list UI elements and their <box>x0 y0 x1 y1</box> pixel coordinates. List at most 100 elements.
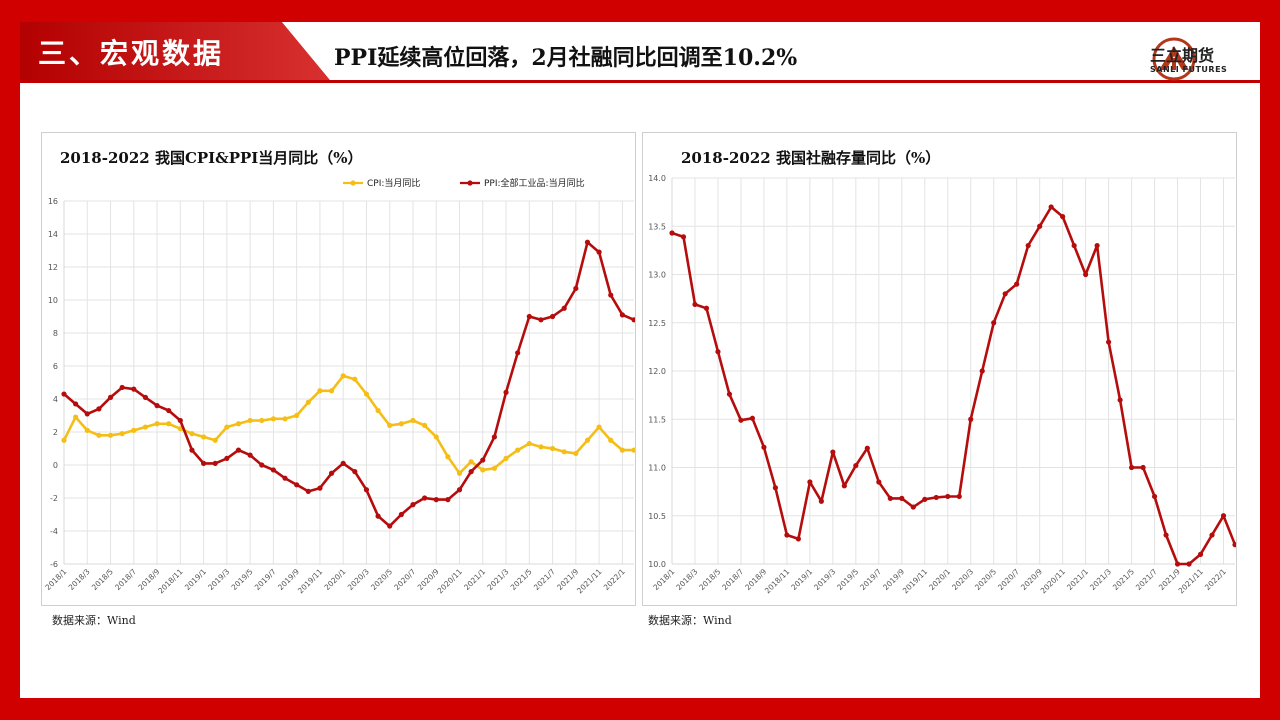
data-point <box>631 317 635 323</box>
data-point <box>166 421 172 427</box>
data-point <box>200 434 207 440</box>
data-point <box>596 424 602 430</box>
data-point <box>468 459 474 465</box>
header-divider <box>330 80 1260 83</box>
data-point <box>119 384 125 391</box>
data-point <box>491 434 498 440</box>
data-point <box>142 394 149 400</box>
data-point <box>1163 532 1169 538</box>
data-point <box>398 511 404 518</box>
x-tick-label: 2018/7 <box>720 567 745 592</box>
y-tick-label: 11.0 <box>648 464 666 473</box>
cpi-ppi-chart: -6-4-202468101214162018/12018/32018/5201… <box>43 177 635 596</box>
data-point <box>515 447 521 453</box>
data-point <box>375 407 381 414</box>
data-point <box>422 422 428 428</box>
data-point <box>573 285 579 292</box>
data-point <box>669 230 675 236</box>
data-point <box>1071 242 1077 249</box>
legend-label: CPI:当月同比 <box>367 177 420 189</box>
y-tick-label: 12 <box>48 263 58 272</box>
x-tick-label: 2019/11 <box>901 567 930 596</box>
data-point <box>212 460 218 466</box>
data-point <box>410 417 416 424</box>
x-tick-label: 2020/11 <box>1039 567 1068 596</box>
y-tick-label: 13.0 <box>648 271 666 280</box>
x-tick-label: 2019/11 <box>296 567 325 596</box>
data-point <box>456 487 463 493</box>
data-point <box>631 447 635 453</box>
data-point <box>1117 397 1123 403</box>
data-point <box>726 391 733 397</box>
data-point <box>968 416 974 422</box>
x-tick-label: 2018/11 <box>156 567 185 596</box>
data-point <box>1060 214 1066 220</box>
data-point <box>1220 513 1227 519</box>
series-line-1 <box>62 374 634 475</box>
data-point <box>561 449 567 455</box>
data-point <box>680 234 687 240</box>
data-point <box>761 444 767 450</box>
data-point <box>1014 281 1020 287</box>
data-point <box>422 495 428 501</box>
data-point <box>305 488 311 494</box>
data-point <box>538 444 544 450</box>
y-tick-label: 4 <box>53 395 58 404</box>
x-tick-label: 2021/11 <box>575 567 604 596</box>
x-tick-label: 2018/11 <box>763 567 792 596</box>
data-point <box>549 313 556 320</box>
data-point <box>294 482 300 488</box>
data-point <box>1094 242 1100 249</box>
data-point <box>96 406 102 412</box>
x-tick-label: 2019/3 <box>206 567 231 592</box>
y-tick-label: 12.0 <box>648 367 666 376</box>
data-point <box>899 495 905 501</box>
data-point <box>841 483 847 489</box>
data-point <box>119 431 125 437</box>
data-point <box>398 421 404 427</box>
x-tick-label: 2020/5 <box>973 567 998 592</box>
data-point <box>154 421 160 427</box>
data-point <box>526 440 532 447</box>
y-tick-label: 10.5 <box>648 512 666 521</box>
data-point <box>259 462 265 468</box>
y-tick-label: 16 <box>48 197 58 206</box>
data-point <box>247 417 253 424</box>
x-tick-label: 2022/1 <box>1203 567 1228 592</box>
data-point <box>387 523 393 529</box>
data-point <box>584 239 591 245</box>
data-point <box>503 389 509 395</box>
data-point <box>363 391 370 397</box>
data-point <box>749 415 756 421</box>
data-point <box>608 292 614 298</box>
data-point <box>1197 551 1204 557</box>
data-point <box>387 422 393 428</box>
x-tick-label: 2020/1 <box>323 567 348 592</box>
data-point <box>1151 493 1158 500</box>
x-tick-label: 2021/5 <box>1111 567 1136 592</box>
x-tick-label: 2020/7 <box>392 567 417 592</box>
x-tick-label: 2021/5 <box>509 567 534 592</box>
data-point <box>154 403 160 409</box>
data-point <box>224 424 230 430</box>
data-point <box>991 320 997 326</box>
y-tick-label: 6 <box>53 362 58 371</box>
data-point <box>282 475 288 481</box>
x-tick-label: 2021/7 <box>532 567 557 592</box>
data-point <box>956 493 962 500</box>
data-point <box>200 460 207 466</box>
x-tick-label: 2019/5 <box>230 567 255 592</box>
x-tick-label: 2018/5 <box>697 567 722 592</box>
logo-text-cn: 三立期货 <box>1150 46 1215 65</box>
x-tick-label: 2021/3 <box>485 567 510 592</box>
x-tick-label: 2021/7 <box>1134 567 1159 592</box>
data-point <box>1174 561 1181 567</box>
x-tick-label: 2019/5 <box>835 567 860 592</box>
data-point <box>433 497 439 503</box>
chart-title: 2018-2022 我国社融存量同比（%） <box>681 149 941 167</box>
x-tick-label: 2020/11 <box>436 567 465 596</box>
legend-label: PPI:全部工业品:当月同比 <box>484 177 585 189</box>
data-point <box>107 432 114 438</box>
data-point <box>259 417 265 424</box>
data-point <box>784 532 790 538</box>
